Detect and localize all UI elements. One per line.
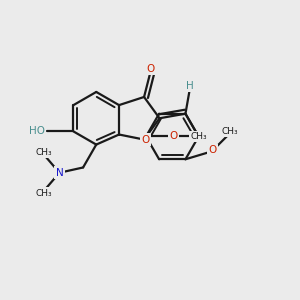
Text: N: N (56, 168, 63, 178)
Text: O: O (208, 146, 217, 155)
Text: O: O (142, 135, 150, 145)
Text: CH₃: CH₃ (190, 132, 207, 141)
Text: CH₃: CH₃ (222, 127, 238, 136)
Text: CH₃: CH₃ (35, 188, 52, 197)
Text: O: O (146, 64, 155, 74)
Text: H: H (186, 81, 194, 91)
Text: CH₃: CH₃ (35, 148, 52, 157)
Text: O: O (169, 131, 177, 142)
Text: HO: HO (29, 126, 45, 136)
